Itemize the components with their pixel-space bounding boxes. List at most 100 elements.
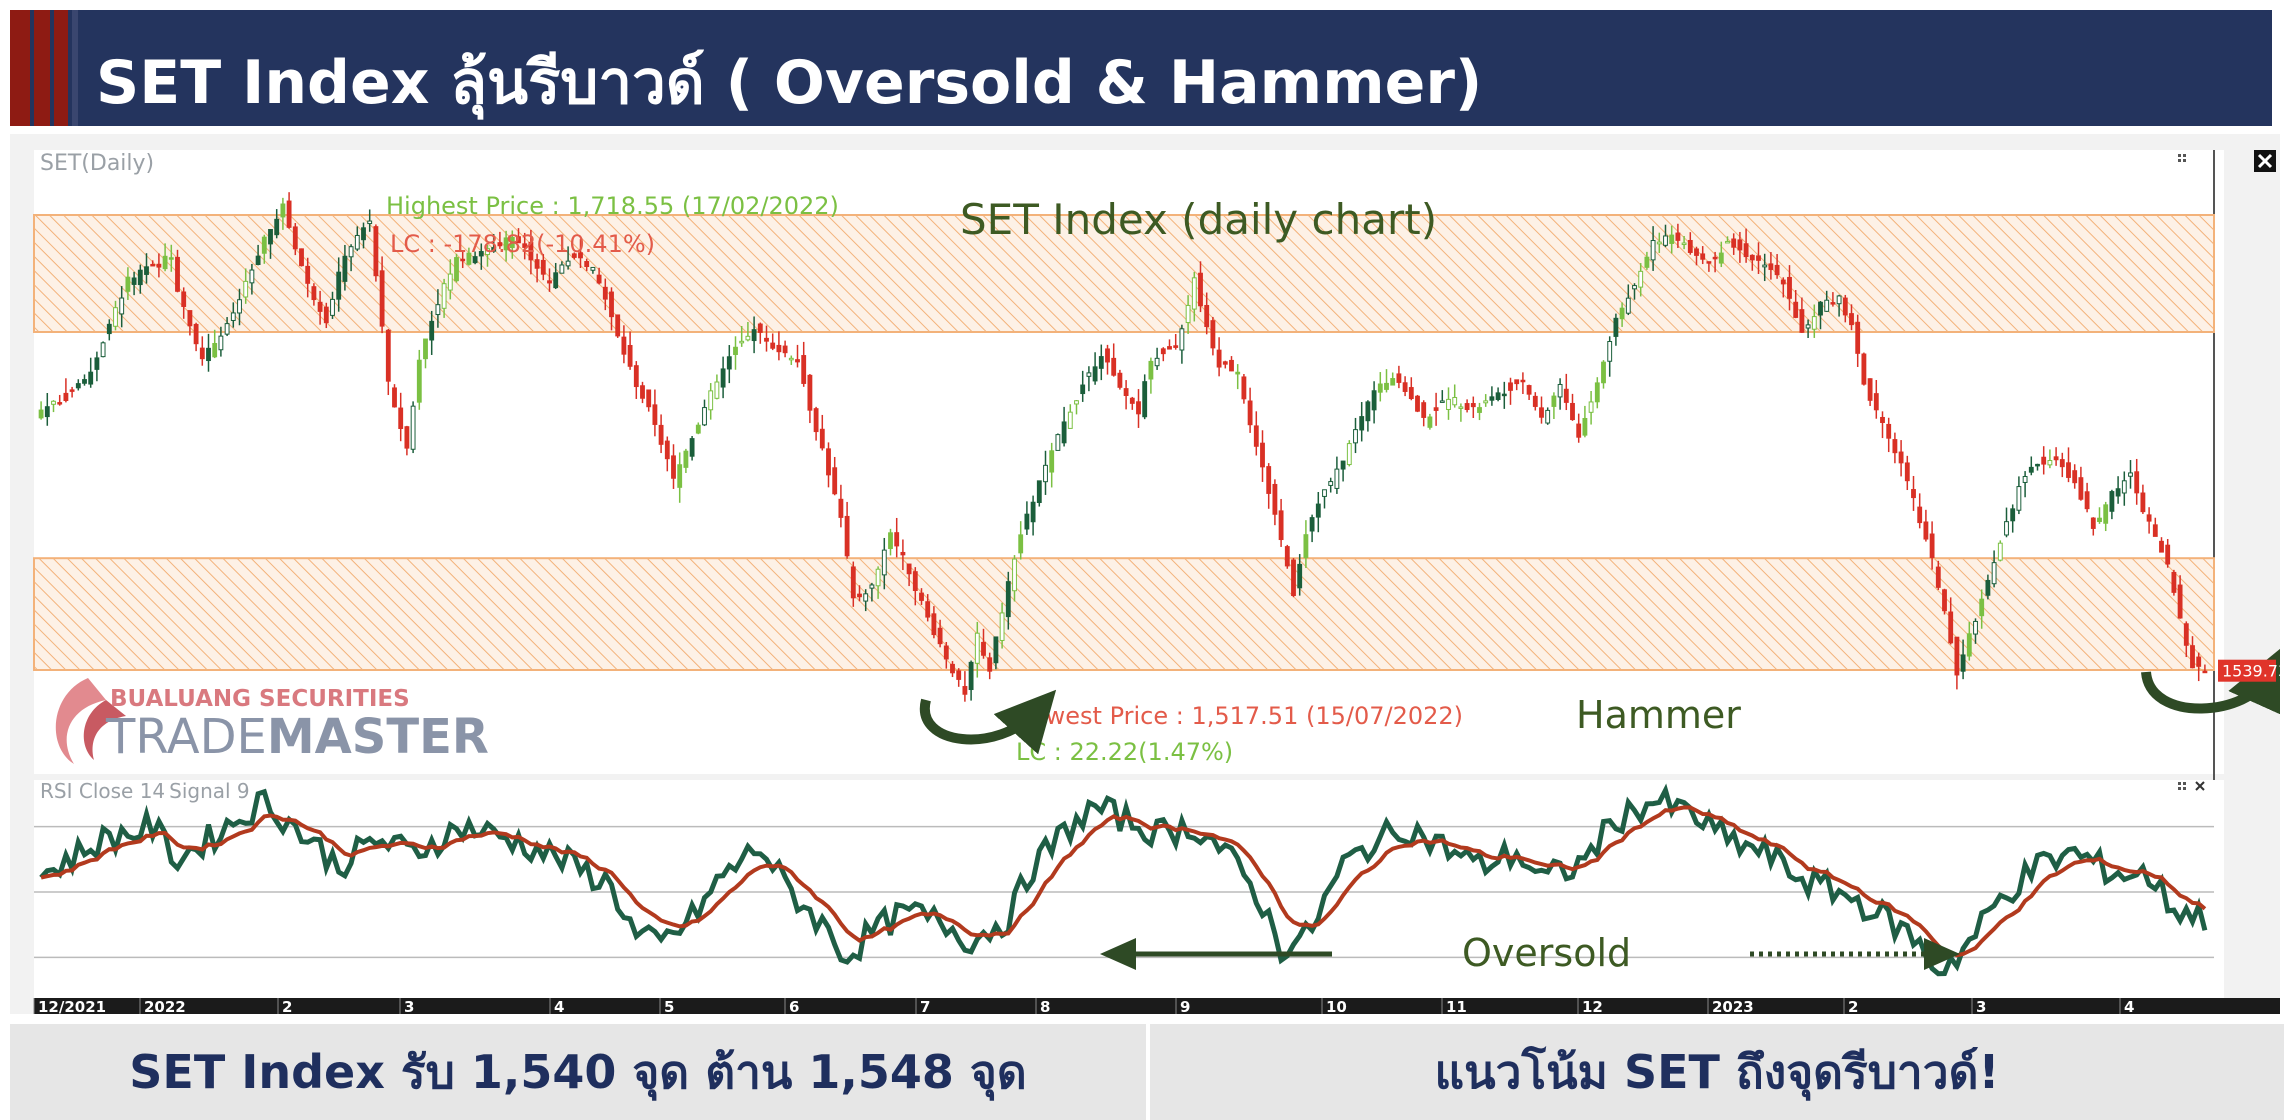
candle: [1024, 501, 1030, 535]
candle: [1074, 399, 1079, 415]
candle: [119, 286, 125, 328]
close-panel-icon[interactable]: [2254, 150, 2276, 172]
candle: [1446, 387, 1451, 420]
candle: [974, 621, 980, 678]
candle: [1452, 384, 1458, 408]
candle: [683, 448, 689, 473]
grip-icon[interactable]: [2178, 782, 2186, 790]
dotted-right-arrow-icon: [1924, 938, 1960, 970]
candle: [1185, 295, 1191, 334]
candle: [466, 247, 472, 266]
x-tick-label: 2023: [1712, 998, 1754, 1014]
candle: [1842, 294, 1848, 323]
candle: [1458, 403, 1464, 422]
footer-right-panel: แนวโน้ม SET ถึงจุดรีบาวด์!: [1150, 1024, 2284, 1120]
candle: [348, 244, 354, 272]
candle: [615, 314, 621, 338]
oversold-label: Oversold: [1462, 931, 1631, 975]
candle: [1191, 271, 1197, 322]
candle: [1644, 251, 1650, 270]
x-axis: [34, 998, 2280, 1014]
candle: [1439, 390, 1445, 403]
candle: [2022, 471, 2028, 498]
candle: [2010, 504, 2016, 533]
candle: [1886, 417, 1892, 453]
candle: [937, 619, 943, 648]
candle: [522, 232, 528, 260]
candle: [1433, 392, 1439, 426]
broker-logo: BUALUANG SECURITIES TRADEMASTER: [55, 678, 489, 765]
candle: [131, 271, 137, 296]
candle: [224, 317, 230, 337]
candle: [1625, 284, 1631, 316]
candle: [1086, 366, 1092, 392]
x-tick-label: 8: [1040, 998, 1050, 1014]
last-price-tag: 1539.73: [2218, 659, 2280, 682]
candle: [1904, 455, 1910, 491]
candle: [1117, 369, 1123, 390]
candle: [447, 259, 453, 300]
x-tick-label: 9: [1180, 998, 1190, 1014]
candle: [912, 567, 918, 606]
candle: [113, 300, 118, 331]
candle: [788, 355, 794, 365]
candle: [1253, 411, 1259, 456]
candle: [1743, 228, 1749, 263]
footer-divider: [1146, 1024, 1150, 1120]
candle: [1818, 301, 1823, 330]
candle: [404, 425, 410, 456]
candle: [181, 287, 187, 319]
candle: [2165, 539, 2171, 568]
candle: [999, 602, 1005, 649]
hammer-label: Hammer: [1576, 693, 1741, 737]
candle: [69, 386, 75, 398]
grip-icon[interactable]: [2178, 154, 2186, 162]
candle: [844, 501, 850, 559]
candle: [1402, 376, 1408, 397]
candle: [1005, 571, 1011, 630]
candle: [1954, 636, 1960, 690]
candle: [547, 268, 552, 292]
x-tick-label: 2022: [144, 998, 186, 1014]
candle: [38, 401, 44, 420]
candle: [187, 310, 193, 336]
candle: [1929, 521, 1935, 570]
candle: [943, 641, 949, 669]
candle: [708, 383, 714, 420]
candle: [1787, 265, 1792, 311]
candle: [509, 230, 515, 259]
candle: [1160, 347, 1166, 362]
candle: [1966, 621, 1972, 661]
candle: [230, 302, 236, 328]
candle: [1427, 413, 1433, 430]
candle: [2121, 471, 2127, 506]
candle: [764, 325, 769, 352]
candle: [2190, 636, 2195, 669]
candle: [1725, 236, 1730, 244]
candle: [726, 345, 732, 384]
candle: [503, 230, 509, 262]
candle: [671, 444, 676, 489]
candle: [2041, 446, 2047, 475]
candle: [1774, 254, 1780, 279]
x-tick-label: 10: [1326, 998, 1347, 1014]
candle: [664, 436, 670, 472]
candle: [782, 340, 788, 358]
candle: [429, 310, 435, 355]
candle: [1545, 407, 1551, 425]
candle: [1080, 370, 1086, 402]
candle: [330, 291, 335, 319]
candle: [1377, 372, 1383, 402]
candle: [286, 192, 292, 229]
candle: [1222, 360, 1228, 369]
candle: [1731, 233, 1737, 255]
candle: [516, 228, 521, 244]
candle: [1030, 495, 1036, 536]
x-tick-label: 4: [554, 998, 564, 1014]
candle: [2140, 484, 2146, 514]
close-panel-icon[interactable]: [2195, 781, 2205, 791]
candle: [2084, 482, 2090, 513]
candle: [1241, 373, 1247, 404]
candle: [702, 399, 707, 427]
candle: [1154, 347, 1160, 370]
